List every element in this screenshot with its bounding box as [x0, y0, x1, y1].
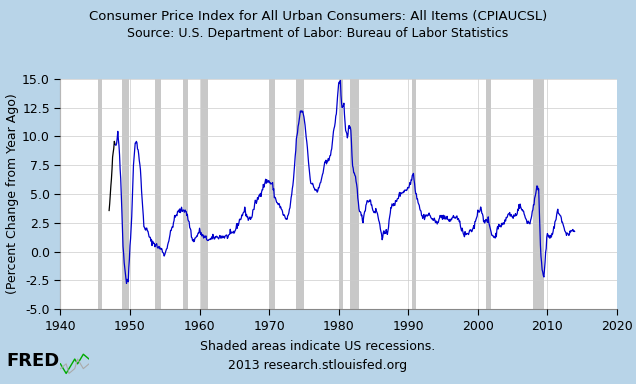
Bar [201, 79, 208, 309]
Bar [487, 79, 491, 309]
Bar [97, 79, 102, 309]
Bar [412, 79, 416, 309]
Text: Source: U.S. Department of Labor: Bureau of Labor Statistics: Source: U.S. Department of Labor: Bureau… [127, 27, 509, 40]
Text: Consumer Price Index for All Urban Consumers: All Items (CPIAUCSL): Consumer Price Index for All Urban Consu… [89, 10, 547, 23]
Bar [183, 79, 188, 309]
Bar [533, 79, 544, 309]
Text: 2013 research.stlouisfed.org: 2013 research.stlouisfed.org [228, 359, 408, 372]
Bar [155, 79, 161, 309]
Bar [268, 79, 275, 309]
Text: FRED: FRED [6, 352, 60, 370]
Y-axis label: (Percent Change from Year Ago): (Percent Change from Year Ago) [6, 94, 19, 294]
Bar [122, 79, 129, 309]
Bar [339, 79, 343, 309]
Text: Shaded areas indicate US recessions.: Shaded areas indicate US recessions. [200, 340, 436, 353]
Bar [296, 79, 305, 309]
Bar [350, 79, 359, 309]
